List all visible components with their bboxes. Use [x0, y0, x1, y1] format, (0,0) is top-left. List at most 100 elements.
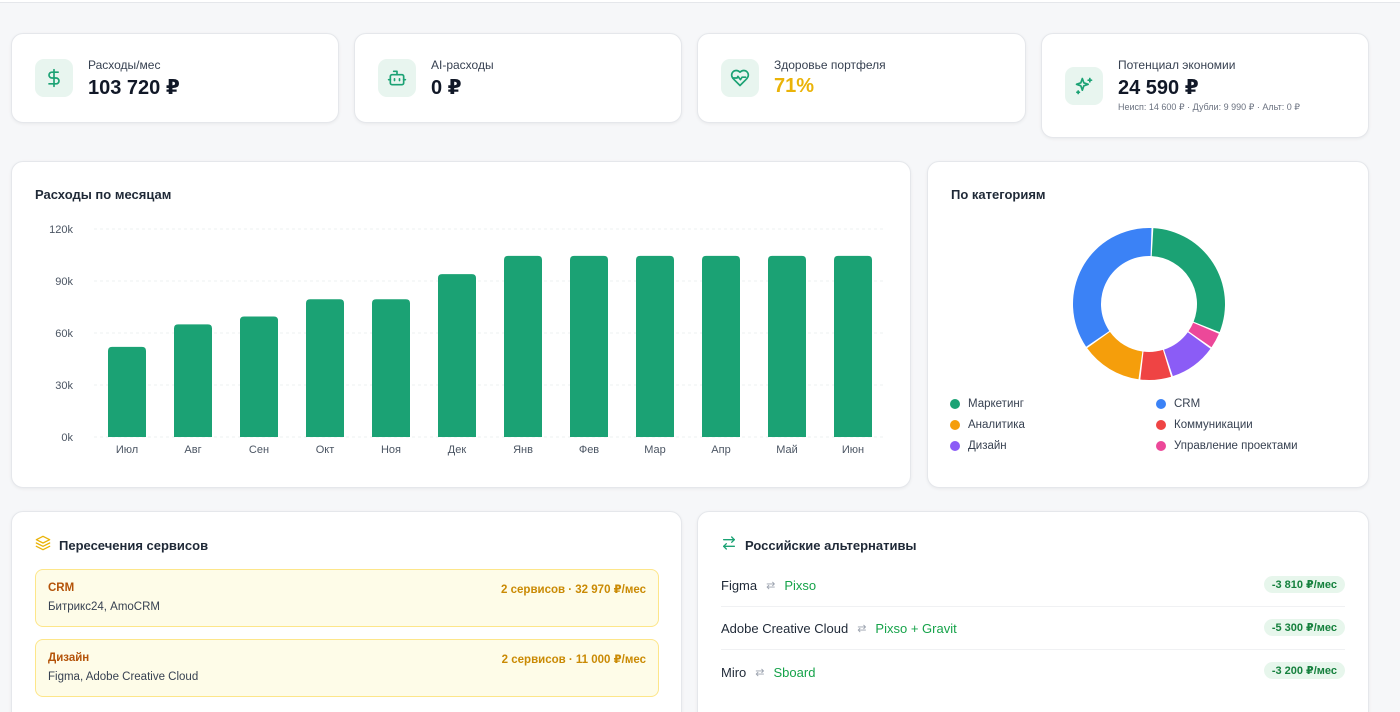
- overlap-category: CRM: [48, 582, 75, 594]
- robot-icon: [378, 59, 416, 97]
- bar[interactable]: [306, 299, 344, 437]
- x-tick-label: Сен: [249, 444, 269, 456]
- bar[interactable]: [636, 255, 674, 437]
- overlap-summary: 2 сервисов · 32 970 ₽/мес: [501, 584, 646, 596]
- x-tick-label: Дек: [448, 444, 467, 456]
- legend-swatch: [1156, 441, 1166, 451]
- bar[interactable]: [372, 299, 410, 437]
- bar[interactable]: [570, 255, 608, 437]
- x-tick-label: Фев: [579, 444, 599, 456]
- bar[interactable]: [240, 316, 278, 437]
- overlap-services: Figma, Adobe Creative Cloud: [48, 671, 199, 683]
- donut-slice[interactable]: [1188, 322, 1219, 348]
- x-tick-label: Окт: [316, 444, 335, 456]
- legend-swatch: [950, 441, 960, 451]
- donut-chart: [1073, 228, 1225, 380]
- overlap-item-crm[interactable]: CRM 2 сервисов · 32 970 ₽/мес Битрикс24,…: [35, 569, 659, 627]
- donut-slice[interactable]: [1087, 331, 1143, 380]
- category-legend: Маркетинг CRM Аналитика Коммуникации Диз…: [950, 396, 1370, 454]
- alternatives-title: Российские альтернативы: [745, 538, 917, 553]
- alternative-to: Pixso: [784, 578, 817, 593]
- donut-slice[interactable]: [1151, 228, 1225, 333]
- kpi-card-savings-potential: Потенциал экономии 24 590 ₽ Неисп: 14 60…: [1041, 33, 1369, 138]
- kpi-label: Потенциал экономии: [1118, 58, 1236, 72]
- legend-swatch: [950, 399, 960, 409]
- saving-badge: -5 300 ₽/мес: [1263, 619, 1345, 636]
- russian-alternatives-card: Российские альтернативы Figma ⇄ Pixso -3…: [697, 511, 1369, 712]
- legend-item-design: Дизайн: [950, 438, 1156, 454]
- bar[interactable]: [768, 255, 806, 437]
- chart-title: По категориям: [951, 187, 1046, 202]
- service-overlaps-card: Пересечения сервисов CRM 2 сервисов · 32…: [11, 511, 682, 712]
- kpi-value: 103 720 ₽: [88, 77, 180, 99]
- bar[interactable]: [108, 346, 146, 437]
- overlaps-header: Пересечения сервисов: [35, 535, 208, 556]
- y-tick-label: 0k: [61, 432, 73, 444]
- kpi-label: AI-расходы: [431, 58, 494, 72]
- alternative-row[interactable]: Adobe Creative Cloud ⇄ Pixso + Gravit -5…: [721, 608, 1345, 650]
- legend-label: Маркетинг: [968, 398, 1024, 410]
- saving-badge: -3 810 ₽/мес: [1263, 576, 1345, 593]
- swap-icon: ⇄: [755, 666, 765, 679]
- alternative-from: Miro: [721, 664, 747, 680]
- overlaps-title: Пересечения сервисов: [59, 538, 209, 553]
- x-tick-label: Июл: [116, 444, 138, 456]
- overlap-summary: 2 сервисов · 11 000 ₽/мес: [501, 654, 646, 666]
- bar[interactable]: [504, 255, 542, 437]
- alternative-from: Figma: [721, 578, 758, 593]
- donut-slice[interactable]: [1164, 332, 1211, 377]
- y-tick-label: 30k: [55, 380, 73, 392]
- kpi-label: Здоровье портфеля: [774, 58, 886, 72]
- x-tick-label: Ноя: [381, 444, 401, 456]
- legend-item-project-management: Управление проектами: [1156, 438, 1362, 454]
- layers-icon: [35, 535, 51, 556]
- alternative-to: Pixso + Gravit: [875, 621, 957, 636]
- sparkles-icon: [1065, 67, 1103, 105]
- x-tick-label: Июн: [842, 444, 864, 456]
- legend-swatch: [1156, 399, 1166, 409]
- bar[interactable]: [702, 255, 740, 437]
- y-tick-label: 90k: [55, 276, 73, 288]
- heart-pulse-icon: [721, 59, 759, 97]
- legend-swatch: [1156, 420, 1166, 430]
- y-tick-label: 60k: [55, 328, 73, 340]
- legend-item-communications: Коммуникации: [1156, 417, 1362, 433]
- dollar-icon: [35, 59, 73, 97]
- kpi-value: 24 590 ₽: [1118, 77, 1199, 99]
- alternative-row[interactable]: Miro ⇄ Sboard -3 200 ₽/мес: [721, 651, 1345, 693]
- kpi-savings-breakdown: Неисп: 14 600 ₽ · Дубли: 9 990 ₽ · Альт:…: [1118, 102, 1300, 112]
- overlap-services: Битрикс24, AmoCRM: [48, 601, 160, 613]
- legend-item-marketing: Маркетинг: [950, 396, 1156, 412]
- legend-swatch: [950, 420, 960, 430]
- legend-item-crm: CRM: [1156, 396, 1362, 412]
- overlap-category: Дизайн: [48, 652, 90, 664]
- donut-slice[interactable]: [1140, 349, 1172, 380]
- legend-label: Дизайн: [968, 440, 1007, 452]
- legend-label: Управление проектами: [1174, 440, 1298, 452]
- x-tick-label: Апр: [711, 444, 730, 456]
- alternative-to: Sboard: [773, 664, 816, 680]
- legend-label: Коммуникации: [1174, 419, 1253, 431]
- bar[interactable]: [174, 324, 212, 437]
- kpi-label: Расходы/мес: [88, 58, 161, 72]
- swap-arrows-icon: [721, 535, 737, 556]
- category-chart-card: По категориям Маркетинг CRM Аналитика Ко…: [927, 161, 1369, 488]
- top-bar-edge: [0, 0, 1400, 3]
- bar[interactable]: [834, 255, 872, 437]
- kpi-value: 71%: [774, 75, 815, 97]
- swap-icon: ⇄: [857, 623, 867, 635]
- saving-badge: -3 200 ₽/мес: [1263, 662, 1345, 679]
- legend-label: CRM: [1174, 398, 1201, 410]
- x-tick-label: Май: [776, 444, 798, 456]
- bar[interactable]: [438, 274, 476, 437]
- bar-chart: 0k 30k 60k 90k 120k Июл Авг Сен Окт Ноя Дек Янв Фев М…: [49, 224, 886, 456]
- x-tick-label: Янв: [513, 444, 533, 456]
- legend-label: Аналитика: [968, 419, 1025, 431]
- donut-slice[interactable]: [1073, 228, 1152, 347]
- y-tick-label: 120k: [49, 224, 73, 236]
- x-tick-label: Мар: [644, 444, 666, 456]
- alternative-row[interactable]: Figma ⇄ Pixso -3 810 ₽/мес: [721, 565, 1345, 607]
- kpi-card-portfolio-health: Здоровье портфеля 71%: [697, 33, 1026, 123]
- kpi-value: 0 ₽: [431, 77, 462, 99]
- overlap-item-design[interactable]: Дизайн 2 сервисов · 11 000 ₽/мес Figma, …: [35, 639, 659, 697]
